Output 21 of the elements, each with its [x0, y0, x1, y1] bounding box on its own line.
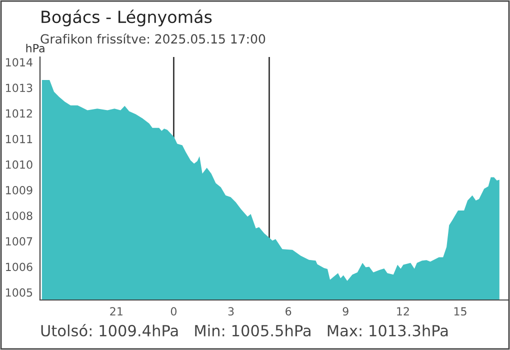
chart-title: Bogács - Légnyomás [42, 10, 212, 26]
x-tick-label: 0 [170, 307, 177, 316]
y-tick-label: 1009 [6, 186, 32, 194]
text: Utolsó: 1009.4hPa Min: 1005.5hPa Max: 1013.3hPa [41, 324, 448, 336]
y-tick-label: 1012 [6, 109, 32, 118]
x-tick-label: 21 [110, 307, 122, 316]
y-tick-label: 1011 [6, 134, 32, 144]
x-tick-label: 12 [397, 307, 409, 316]
chart-subtitle: Grafikon frissítve: 2025.05.15 17:00 [40, 33, 266, 44]
x-tick-label: 6 [286, 307, 292, 316]
y-tick-label: 1014 [6, 58, 32, 66]
y-axis-title: hPa [26, 44, 44, 52]
x-tick-label: 3 [228, 307, 234, 316]
x-tick-label: 15 [454, 307, 466, 316]
y-tick-label: 1008 [6, 212, 32, 220]
y-tick-label: 1013 [6, 84, 32, 92]
y-tick-label: 1005 [6, 288, 32, 297]
y-tick-label: 1006 [6, 262, 32, 272]
x-tick-label: 9 [342, 307, 348, 316]
y-tick-label: 1010 [6, 160, 32, 169]
y-tick-label: 1007 [6, 237, 32, 246]
